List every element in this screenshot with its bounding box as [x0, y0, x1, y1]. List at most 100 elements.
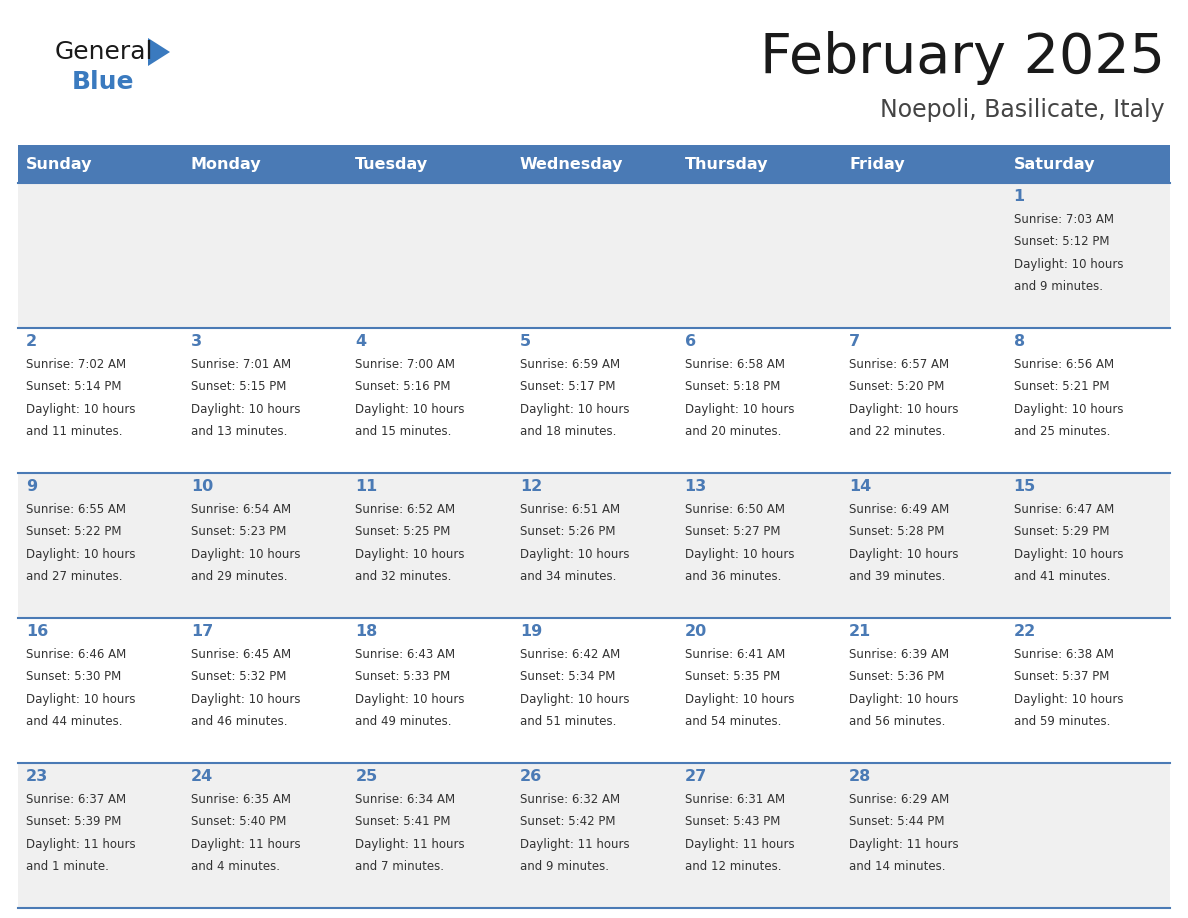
Text: Sunset: 5:41 PM: Sunset: 5:41 PM	[355, 815, 451, 828]
Bar	[183, 145, 347, 183]
Bar	[347, 145, 512, 183]
Text: and 41 minutes.: and 41 minutes.	[1013, 570, 1110, 584]
Text: Sunrise: 6:52 AM: Sunrise: 6:52 AM	[355, 503, 455, 516]
Text: Sunset: 5:37 PM: Sunset: 5:37 PM	[1013, 670, 1110, 684]
Text: Daylight: 10 hours: Daylight: 10 hours	[849, 548, 959, 561]
Text: Sunrise: 6:54 AM: Sunrise: 6:54 AM	[191, 503, 291, 516]
Text: Sunset: 5:33 PM: Sunset: 5:33 PM	[355, 670, 450, 684]
Bar	[676, 145, 841, 183]
Text: 23: 23	[26, 769, 49, 784]
Text: Daylight: 10 hours: Daylight: 10 hours	[1013, 258, 1123, 271]
Text: 25: 25	[355, 769, 378, 784]
Text: Sunrise: 6:31 AM: Sunrise: 6:31 AM	[684, 793, 784, 806]
Text: Daylight: 10 hours: Daylight: 10 hours	[520, 548, 630, 561]
Text: Sunrise: 7:01 AM: Sunrise: 7:01 AM	[191, 358, 291, 371]
Text: Sunset: 5:29 PM: Sunset: 5:29 PM	[1013, 525, 1110, 539]
Text: and 25 minutes.: and 25 minutes.	[1013, 425, 1110, 439]
Text: Sunrise: 6:32 AM: Sunrise: 6:32 AM	[520, 793, 620, 806]
Bar	[18, 618, 1170, 763]
Text: Sunrise: 6:57 AM: Sunrise: 6:57 AM	[849, 358, 949, 371]
Text: Sunset: 5:27 PM: Sunset: 5:27 PM	[684, 525, 781, 539]
Text: Daylight: 10 hours: Daylight: 10 hours	[849, 693, 959, 706]
Text: Sunrise: 6:41 AM: Sunrise: 6:41 AM	[684, 648, 785, 661]
Text: Sunrise: 6:49 AM: Sunrise: 6:49 AM	[849, 503, 949, 516]
Text: and 11 minutes.: and 11 minutes.	[26, 425, 122, 439]
Text: Sunrise: 6:46 AM: Sunrise: 6:46 AM	[26, 648, 126, 661]
Text: Daylight: 10 hours: Daylight: 10 hours	[26, 548, 135, 561]
Text: Wednesday: Wednesday	[520, 156, 624, 172]
Text: Sunrise: 6:37 AM: Sunrise: 6:37 AM	[26, 793, 126, 806]
Text: Sunrise: 6:55 AM: Sunrise: 6:55 AM	[26, 503, 126, 516]
Text: Sunset: 5:43 PM: Sunset: 5:43 PM	[684, 815, 779, 828]
Bar	[1005, 145, 1170, 183]
Text: 27: 27	[684, 769, 707, 784]
Text: 28: 28	[849, 769, 871, 784]
Text: and 56 minutes.: and 56 minutes.	[849, 715, 946, 728]
Text: Sunset: 5:12 PM: Sunset: 5:12 PM	[1013, 236, 1110, 249]
Text: Daylight: 10 hours: Daylight: 10 hours	[520, 693, 630, 706]
Text: Daylight: 10 hours: Daylight: 10 hours	[191, 548, 301, 561]
Text: and 32 minutes.: and 32 minutes.	[355, 570, 451, 584]
Text: Sunrise: 6:43 AM: Sunrise: 6:43 AM	[355, 648, 455, 661]
Text: Saturday: Saturday	[1013, 156, 1095, 172]
Text: Sunset: 5:14 PM: Sunset: 5:14 PM	[26, 380, 121, 394]
Text: Daylight: 10 hours: Daylight: 10 hours	[355, 548, 465, 561]
Text: and 14 minutes.: and 14 minutes.	[849, 860, 946, 873]
Text: and 44 minutes.: and 44 minutes.	[26, 715, 122, 728]
Text: 10: 10	[191, 479, 213, 494]
Text: Tuesday: Tuesday	[355, 156, 429, 172]
Text: Sunset: 5:21 PM: Sunset: 5:21 PM	[1013, 380, 1110, 394]
Text: Daylight: 10 hours: Daylight: 10 hours	[26, 693, 135, 706]
Text: Sunset: 5:26 PM: Sunset: 5:26 PM	[520, 525, 615, 539]
Text: Daylight: 10 hours: Daylight: 10 hours	[191, 403, 301, 416]
Text: General: General	[55, 40, 153, 64]
Text: 11: 11	[355, 479, 378, 494]
Bar	[18, 145, 183, 183]
Text: Sunset: 5:39 PM: Sunset: 5:39 PM	[26, 815, 121, 828]
Bar	[18, 763, 1170, 908]
Text: and 20 minutes.: and 20 minutes.	[684, 425, 781, 439]
Text: 17: 17	[191, 624, 213, 639]
Text: Sunday: Sunday	[26, 156, 93, 172]
Text: Blue: Blue	[72, 70, 134, 94]
Text: Sunset: 5:40 PM: Sunset: 5:40 PM	[191, 815, 286, 828]
Text: Daylight: 11 hours: Daylight: 11 hours	[684, 838, 794, 851]
Text: 16: 16	[26, 624, 49, 639]
Text: and 39 minutes.: and 39 minutes.	[849, 570, 946, 584]
Text: Daylight: 10 hours: Daylight: 10 hours	[684, 403, 794, 416]
Bar	[841, 145, 1005, 183]
Text: 19: 19	[520, 624, 542, 639]
Text: Daylight: 11 hours: Daylight: 11 hours	[849, 838, 959, 851]
Text: February 2025: February 2025	[760, 31, 1165, 85]
Text: Sunset: 5:36 PM: Sunset: 5:36 PM	[849, 670, 944, 684]
Text: 2: 2	[26, 334, 37, 349]
Text: Daylight: 10 hours: Daylight: 10 hours	[849, 403, 959, 416]
Text: Daylight: 10 hours: Daylight: 10 hours	[26, 403, 135, 416]
Text: 13: 13	[684, 479, 707, 494]
Text: Daylight: 10 hours: Daylight: 10 hours	[1013, 403, 1123, 416]
Text: Daylight: 10 hours: Daylight: 10 hours	[520, 403, 630, 416]
Text: Daylight: 10 hours: Daylight: 10 hours	[191, 693, 301, 706]
Text: Sunset: 5:16 PM: Sunset: 5:16 PM	[355, 380, 451, 394]
Text: Daylight: 11 hours: Daylight: 11 hours	[26, 838, 135, 851]
Text: Noepoli, Basilicate, Italy: Noepoli, Basilicate, Italy	[880, 98, 1165, 122]
Text: and 22 minutes.: and 22 minutes.	[849, 425, 946, 439]
Text: 9: 9	[26, 479, 37, 494]
Text: Daylight: 10 hours: Daylight: 10 hours	[1013, 548, 1123, 561]
Text: Sunrise: 6:29 AM: Sunrise: 6:29 AM	[849, 793, 949, 806]
Text: Sunset: 5:15 PM: Sunset: 5:15 PM	[191, 380, 286, 394]
Text: 1: 1	[1013, 189, 1025, 204]
Text: Daylight: 11 hours: Daylight: 11 hours	[520, 838, 630, 851]
Text: Sunrise: 6:51 AM: Sunrise: 6:51 AM	[520, 503, 620, 516]
Text: Sunrise: 6:59 AM: Sunrise: 6:59 AM	[520, 358, 620, 371]
Text: Sunset: 5:34 PM: Sunset: 5:34 PM	[520, 670, 615, 684]
Text: 22: 22	[1013, 624, 1036, 639]
Bar	[18, 473, 1170, 618]
Text: Sunrise: 6:39 AM: Sunrise: 6:39 AM	[849, 648, 949, 661]
Text: Sunrise: 6:38 AM: Sunrise: 6:38 AM	[1013, 648, 1113, 661]
Text: 8: 8	[1013, 334, 1025, 349]
Text: Sunrise: 6:45 AM: Sunrise: 6:45 AM	[191, 648, 291, 661]
Text: Sunrise: 6:35 AM: Sunrise: 6:35 AM	[191, 793, 291, 806]
Text: Sunrise: 6:42 AM: Sunrise: 6:42 AM	[520, 648, 620, 661]
Text: 26: 26	[520, 769, 542, 784]
